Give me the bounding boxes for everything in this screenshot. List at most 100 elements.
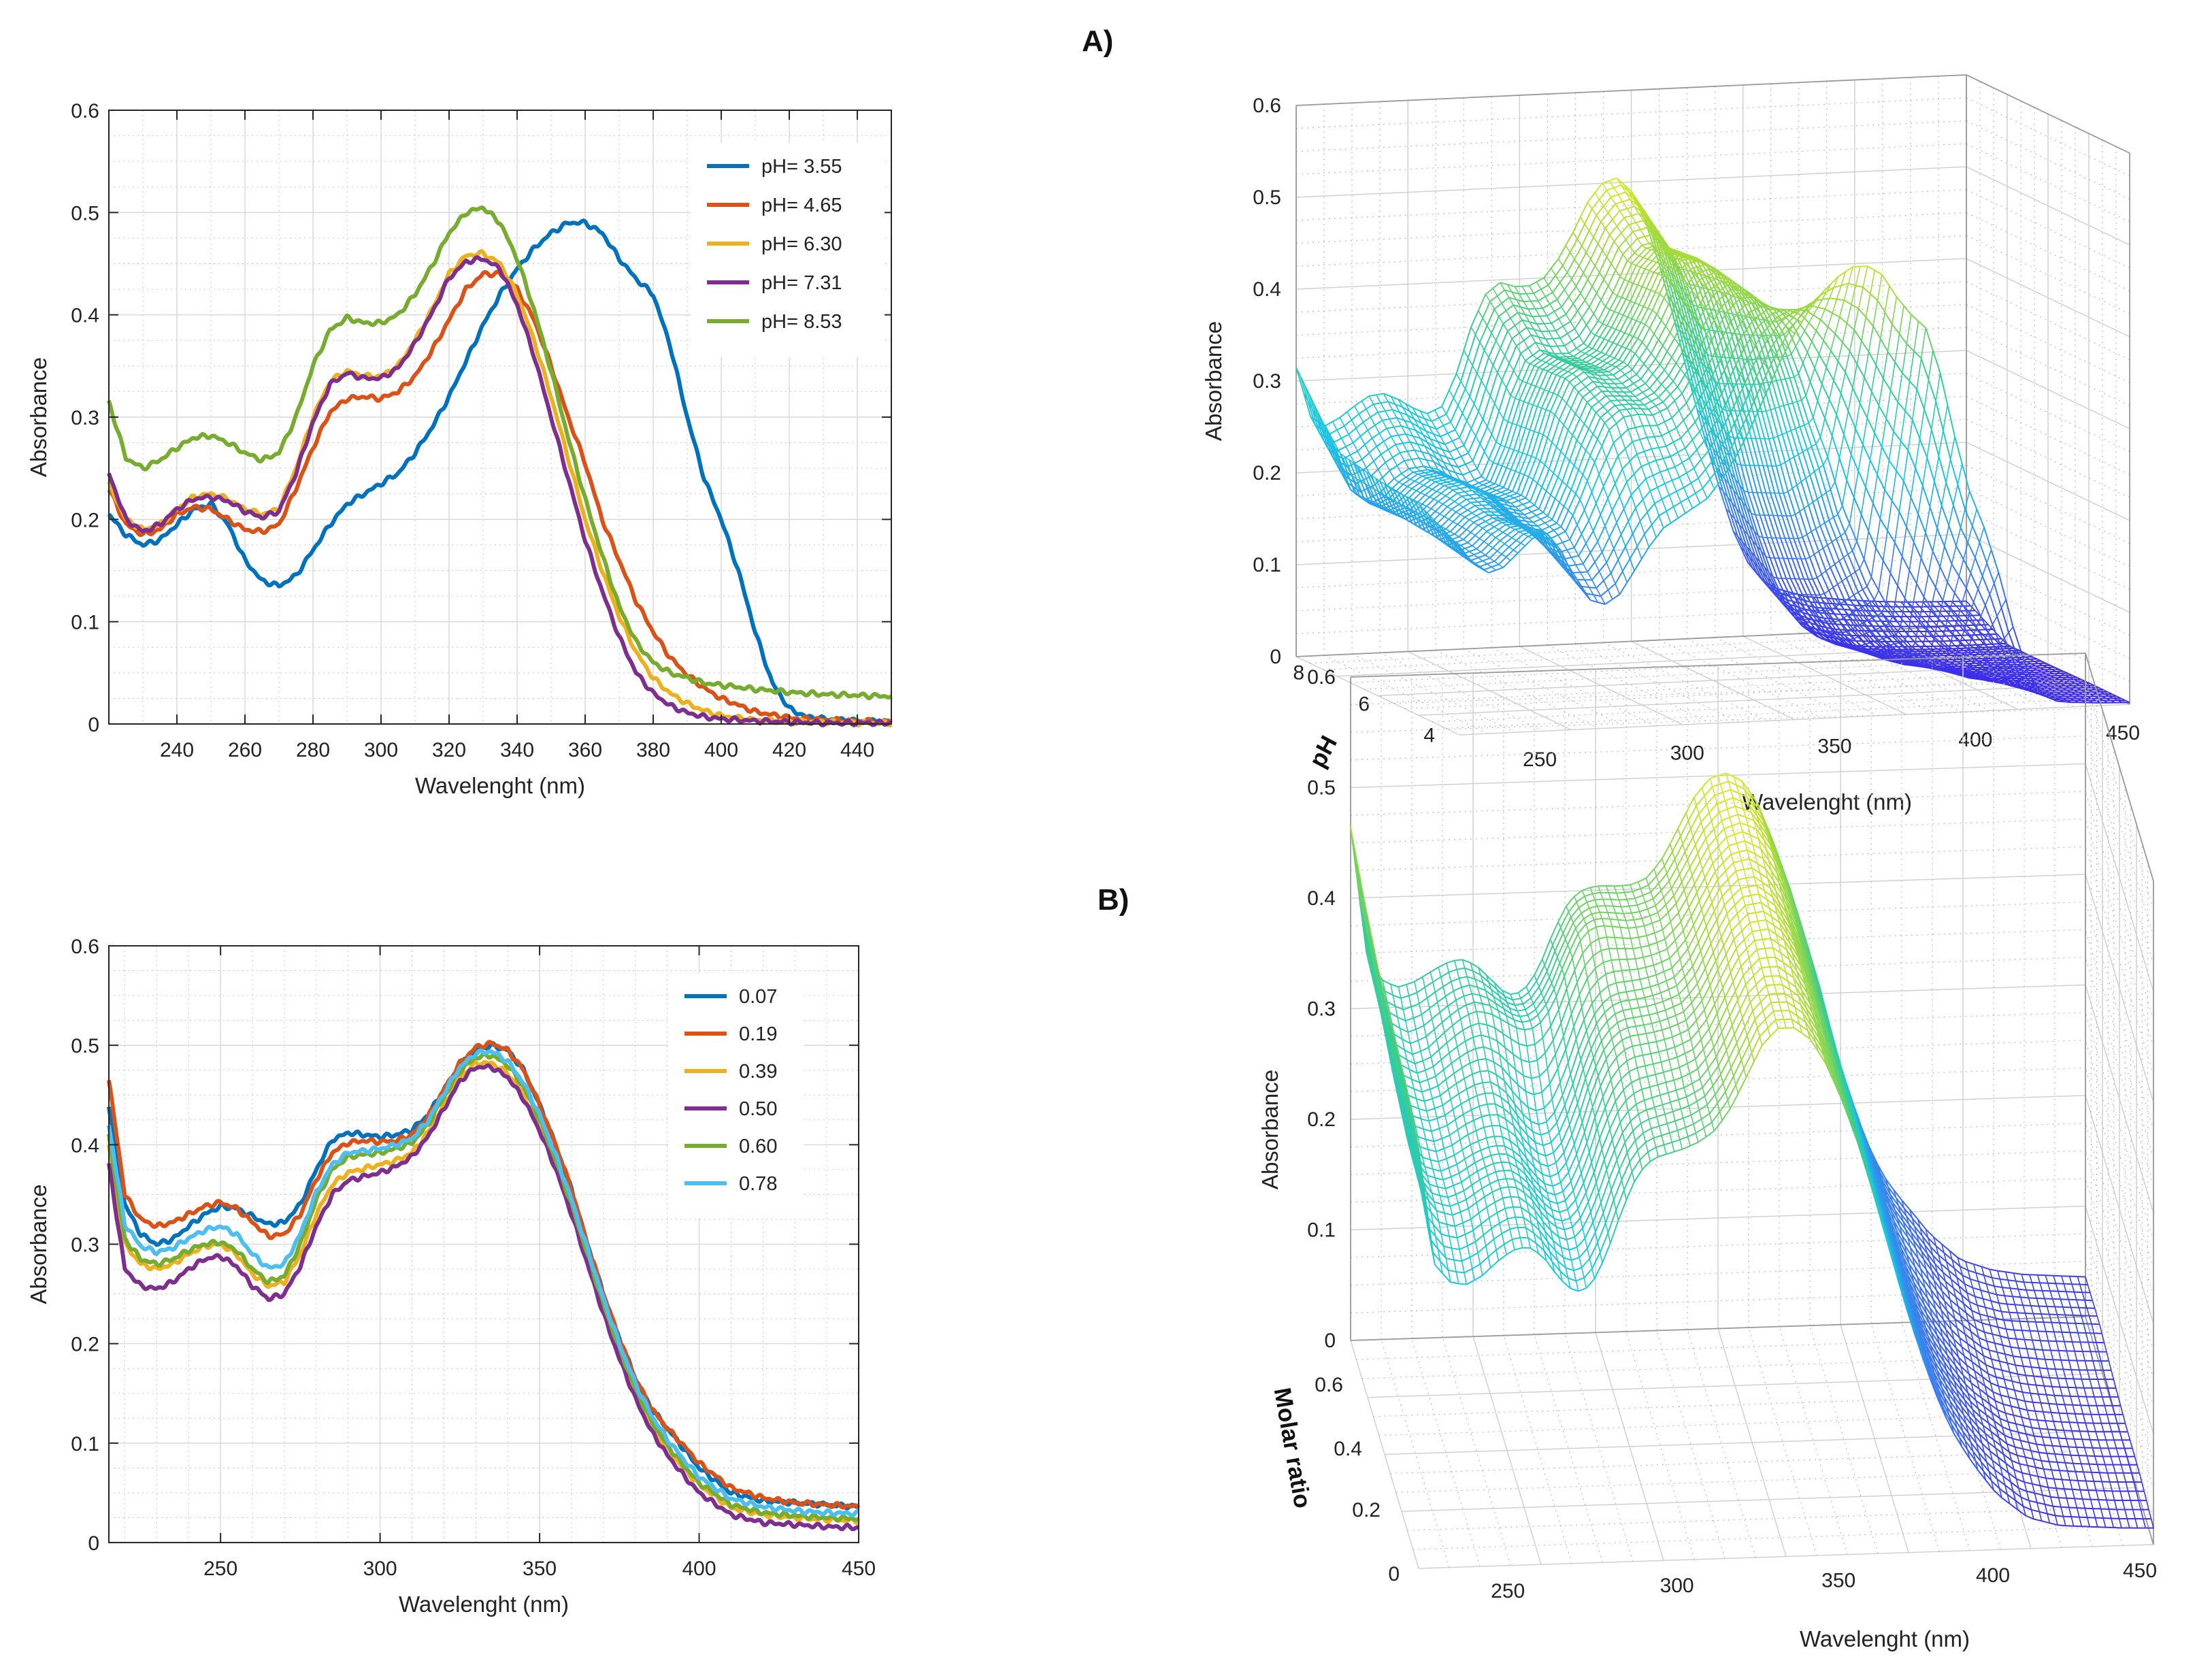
surface-row-segment (1392, 409, 1400, 413)
surface-row-segment (1625, 231, 1634, 240)
surface-column-segment (1300, 376, 1306, 386)
surface-row-segment (1381, 401, 1389, 404)
surface-row-segment (1840, 629, 1847, 631)
surface-row-segment (1577, 223, 1585, 240)
surface-row-segment (1459, 421, 1468, 438)
surface-row-segment (1389, 465, 1398, 472)
surface-column-segment (1866, 636, 1871, 642)
surface-column-segment (1448, 518, 1454, 523)
surface-column-segment (1598, 199, 1604, 207)
surface-row-segment (1590, 359, 1599, 365)
surface-column-segment (1525, 293, 1532, 302)
surface-column-segment (1442, 504, 1448, 508)
surface-row-segment (1650, 339, 1660, 354)
surface-row-segment (1603, 327, 1613, 340)
surface-row-segment (1575, 272, 1584, 287)
surface-row-segment (1579, 401, 1588, 419)
surface-column-segment (1622, 201, 1628, 210)
surface-row-segment (1734, 410, 1743, 439)
surface-row-segment (1492, 444, 1502, 463)
surface-column-segment (1445, 444, 1450, 452)
surface-row-segment (1513, 494, 1522, 499)
surface-column-segment (1398, 435, 1404, 444)
surface-row-segment (1659, 238, 1667, 245)
surface-row-segment (1427, 409, 1435, 414)
surface-row-segment (1542, 494, 1551, 513)
surface-row-segment (1557, 245, 1566, 259)
surface-column-segment (1623, 314, 1628, 318)
surface-row-segment (1513, 426, 1522, 450)
surface-row-segment (1498, 467, 1508, 487)
y-tick-label: 0.2 (71, 1334, 99, 1356)
surface-column-segment (1396, 465, 1402, 474)
surface-row-segment (1439, 481, 1447, 484)
surface-column-segment (1580, 293, 1586, 301)
surface-row-segment (1581, 376, 1589, 383)
surface-row-segment (1373, 402, 1381, 405)
surface-column-segment (1400, 425, 1406, 435)
surface-row-segment (1468, 493, 1476, 496)
surface-row-segment (1576, 423, 1585, 441)
surface-column-segment (1611, 263, 1617, 271)
surface-column-segment (1568, 381, 1574, 388)
surface-column-segment (1345, 446, 1351, 455)
surface-column-segment (1633, 335, 1638, 340)
surface-row-segment (1559, 272, 1568, 283)
surface-column-segment (1545, 409, 1551, 412)
surface-column-segment (1783, 404, 1789, 406)
surface-row-segment (1519, 507, 1528, 512)
surface-row-segment (1402, 441, 1410, 444)
surface-column-segment (1441, 406, 1447, 415)
surface-column-segment (1647, 308, 1653, 311)
surface-column-segment (1493, 461, 1498, 465)
surface-row-segment (1653, 320, 1662, 335)
surface-column-segment (1519, 332, 1525, 341)
surface-row-segment (1586, 396, 1595, 403)
surface-column-segment (1589, 306, 1594, 314)
surface-column-segment (1535, 342, 1540, 350)
surface-row-segment (1723, 478, 1733, 503)
surface-row-segment (1515, 285, 1522, 288)
surface-row-segment (1778, 557, 1787, 579)
surface-row-segment (1538, 296, 1546, 301)
surface-column-segment (1568, 429, 1573, 436)
surface-column-segment (1405, 476, 1411, 480)
surface-row-segment (1376, 440, 1385, 447)
surface-row-segment (1536, 352, 1545, 359)
surface-row-segment (1622, 198, 1630, 203)
surface-row-segment (1574, 245, 1583, 260)
surface-row-segment (1756, 545, 1765, 567)
surface-column-segment (1864, 600, 1870, 607)
x-tick-label: 240 (160, 739, 194, 761)
surface-row-segment (1685, 321, 1694, 349)
surface-column-segment (1523, 301, 1529, 310)
surface-row-segment (1615, 314, 1624, 330)
surface-column-segment (1484, 451, 1489, 460)
surface-row-segment (1436, 457, 1445, 463)
surface-column-segment (1408, 427, 1414, 437)
surface-column-segment (1915, 602, 1921, 608)
surface-row-segment (1421, 496, 1430, 505)
surface-column-segment (1421, 475, 1427, 479)
surface-row-segment (1504, 491, 1513, 495)
surface-column-segment (1645, 323, 1650, 329)
surface-column-segment (1449, 451, 1455, 460)
surface-row-segment (1339, 411, 1348, 418)
surface-column-segment (1398, 481, 1404, 485)
surface-column-segment (1423, 418, 1430, 427)
surface-row-segment (1372, 432, 1380, 439)
surface-row-segment (1472, 443, 1481, 461)
surface-row-segment (1656, 369, 1665, 380)
surface-row-segment (1413, 470, 1421, 473)
surface-column-segment (1894, 611, 1900, 617)
x-tick-label: 300 (363, 1558, 397, 1580)
surface-column-segment (1884, 616, 1890, 622)
surface-row-segment (1645, 374, 1653, 384)
surface-column-segment (1638, 358, 1645, 365)
surface-column-segment (1804, 504, 1809, 509)
surface-row-segment (1410, 422, 1419, 428)
surface-row-segment (1465, 460, 1473, 465)
surface-row-segment (1529, 358, 1538, 365)
surface-row-segment (1316, 417, 1325, 442)
surface-row-segment (1550, 477, 1559, 495)
